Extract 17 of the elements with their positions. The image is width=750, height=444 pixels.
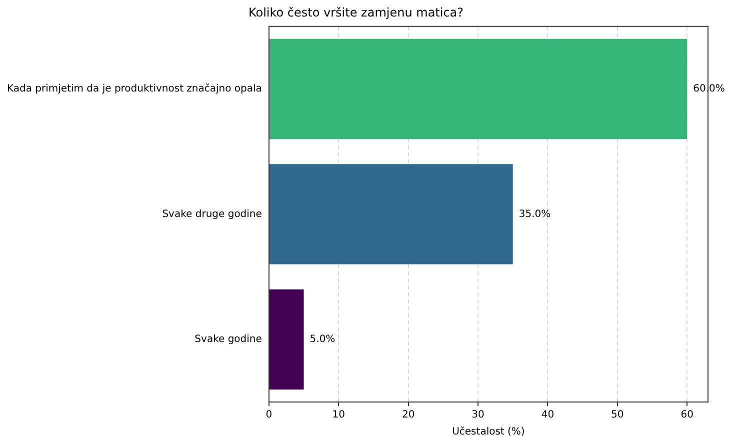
x-tick-label: 40 — [541, 410, 554, 421]
x-tick-label: 0 — [266, 410, 272, 421]
y-tick-label: Svake druge godine — [162, 208, 262, 220]
bar — [269, 38, 688, 140]
x-axis-title: Učestalost (%) — [452, 426, 525, 438]
y-tick-label: Svake godine — [194, 334, 262, 345]
data-label: 35.0% — [518, 208, 551, 220]
x-tick-label: 50 — [611, 410, 624, 421]
x-tick-label: 10 — [332, 410, 345, 421]
x-tick-label: 20 — [402, 410, 415, 421]
bar — [269, 289, 304, 390]
x-tick-label: 60 — [680, 410, 694, 421]
y-tick-label: Kada primjetim da je produktivnost značajno opala — [6, 84, 262, 95]
chart-title: Koliko često vršite zamjenu matica? — [248, 5, 464, 20]
bar — [269, 164, 513, 264]
x-tick-label: 30 — [472, 410, 484, 421]
data-label: 5.0% — [310, 334, 336, 345]
